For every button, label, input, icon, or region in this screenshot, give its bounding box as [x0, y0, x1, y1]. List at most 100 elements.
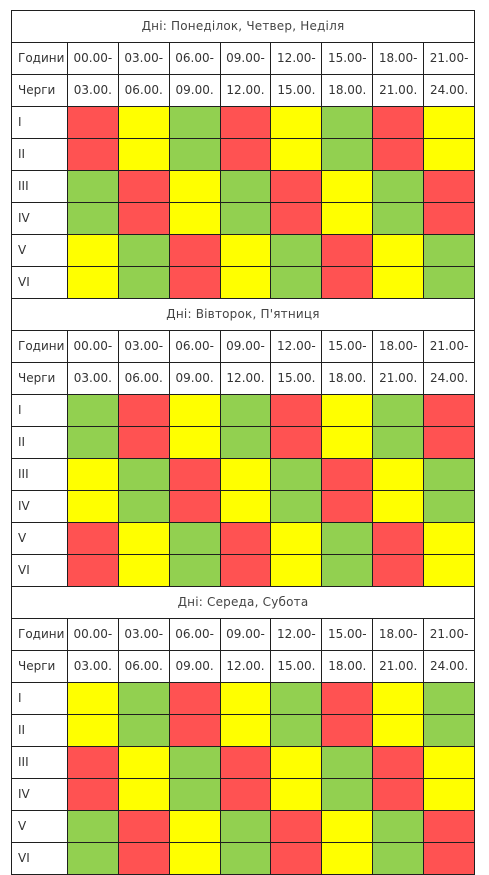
queue-row: II — [12, 427, 475, 459]
queue-row: II — [12, 715, 475, 747]
queue-row: IV — [12, 779, 475, 811]
status-cell-green — [424, 459, 475, 490]
status-cell-green — [118, 235, 170, 266]
status-cell-red — [118, 171, 170, 202]
time-end-cell: 12.00. — [221, 363, 272, 394]
status-cell-yellow — [373, 683, 425, 714]
status-cell-green — [322, 107, 374, 138]
status-cell-red — [424, 843, 475, 874]
status-cell-red — [169, 683, 221, 714]
status-cell-green — [373, 171, 425, 202]
status-cell-yellow — [220, 715, 272, 746]
queue-label: I — [12, 395, 68, 426]
time-end-cell: 21.00. — [373, 75, 425, 106]
status-cell-yellow — [118, 555, 170, 586]
status-cell-yellow — [169, 427, 221, 458]
status-cell-green — [322, 139, 374, 170]
queue-row: VI — [12, 555, 475, 586]
status-cell-yellow — [220, 491, 272, 522]
status-cell-red — [373, 523, 425, 554]
time-end-cell: 12.00. — [221, 75, 272, 106]
status-cell-yellow — [220, 235, 272, 266]
status-cell-yellow — [424, 523, 475, 554]
time-start-cell: 21.00- — [429, 339, 469, 353]
queue-label: I — [12, 683, 68, 714]
status-cell-red — [271, 427, 323, 458]
queue-label: VI — [12, 267, 68, 298]
queue-label: V — [12, 235, 68, 266]
queues-label: Черги — [12, 363, 68, 394]
status-cell-green — [424, 267, 475, 298]
status-cell-yellow — [118, 523, 170, 554]
queue-row: III — [12, 747, 475, 779]
status-cell-red — [424, 811, 475, 842]
status-cell-yellow — [322, 203, 374, 234]
status-cell-yellow — [322, 171, 374, 202]
time-start-cell: 03.00- — [119, 619, 170, 650]
queue-label: II — [12, 715, 68, 746]
status-cell-red — [118, 395, 170, 426]
status-cell-green — [220, 427, 272, 458]
status-cell-red — [424, 395, 475, 426]
time-end-cell: 09.00. — [170, 651, 221, 682]
status-cell-green — [373, 427, 425, 458]
status-cell-red — [322, 491, 374, 522]
time-end-cell: 24.00. — [429, 659, 469, 673]
status-cell-green — [373, 203, 425, 234]
status-cell-red — [169, 491, 221, 522]
status-cell-green — [220, 811, 272, 842]
status-cell-green — [118, 683, 170, 714]
time-end-cell: 21.00. — [373, 651, 425, 682]
outage-schedule: Дні: Понеділок, Четвер, Неділя Години 00.0… — [11, 10, 475, 875]
status-cell-red — [67, 107, 119, 138]
status-cell-yellow — [322, 427, 374, 458]
status-cell-green — [424, 491, 475, 522]
status-cell-yellow — [424, 107, 475, 138]
status-cell-yellow — [220, 683, 272, 714]
status-cell-yellow — [271, 747, 323, 778]
status-cell-green — [67, 395, 119, 426]
status-cell-green — [118, 491, 170, 522]
status-cell-red — [169, 715, 221, 746]
status-cell-green — [373, 843, 425, 874]
days-header: Дні: Вівторок, П'ятниця — [12, 299, 474, 331]
status-cell-red — [220, 747, 272, 778]
status-cell-yellow — [373, 267, 425, 298]
schedule-block: Дні: Понеділок, Четвер, Неділя Години 00.0… — [11, 10, 475, 298]
time-start-cell: 12.00- — [271, 43, 323, 74]
time-end-cell: 06.00. — [119, 651, 170, 682]
status-cell-red — [67, 139, 119, 170]
status-cell-red — [220, 107, 272, 138]
status-cell-yellow — [220, 459, 272, 490]
status-cell-red — [220, 139, 272, 170]
time-end-cell: 15.00. — [271, 651, 323, 682]
status-cell-green — [271, 715, 323, 746]
status-cell-green — [322, 747, 374, 778]
time-start-cell: 09.00- — [221, 43, 272, 74]
status-cell-yellow — [373, 715, 425, 746]
time-start-cell: 06.00- — [170, 43, 221, 74]
days-header: Дні: Середа, Субота — [12, 587, 474, 619]
status-cell-green — [220, 395, 272, 426]
queues-row: Черги 03.00. 06.00. 09.00. 12.00. 15.00. 18.00… — [12, 363, 474, 395]
status-cell-yellow — [118, 747, 170, 778]
status-cell-yellow — [271, 779, 323, 810]
hours-row: Години 00.00- 03.00- 06.00- 09.00- 12.00- 15.0… — [12, 331, 474, 363]
queue-row: V — [12, 811, 475, 843]
time-end-cell: 24.00. — [429, 83, 469, 97]
status-cell-green — [373, 395, 425, 426]
status-cell-yellow — [67, 459, 119, 490]
status-cell-red — [373, 139, 425, 170]
queue-label: II — [12, 139, 68, 170]
queue-label: III — [12, 747, 68, 778]
time-end-cell: 03.00. — [68, 363, 119, 394]
time-start-cell: 00.00- — [68, 43, 119, 74]
status-cell-green — [271, 683, 323, 714]
hours-label: Години — [12, 331, 68, 362]
status-cell-red — [169, 267, 221, 298]
queue-label: I — [12, 107, 68, 138]
time-start-cell: 09.00- — [221, 619, 272, 650]
status-cell-yellow — [118, 139, 170, 170]
queue-row: III — [12, 171, 475, 203]
status-cell-green — [67, 171, 119, 202]
